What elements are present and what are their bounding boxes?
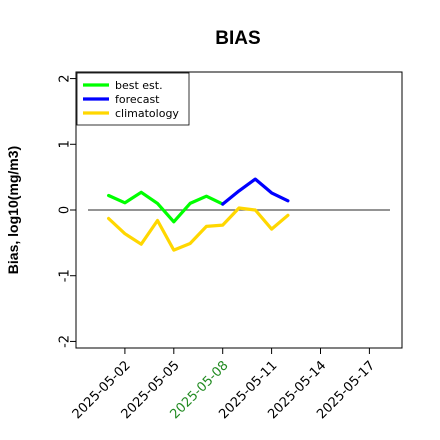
legend-label: climatology: [115, 107, 179, 120]
y-tick-label: 1: [58, 140, 73, 148]
legend-label: forecast: [115, 93, 160, 106]
y-axis-label: Bias, log10(mg/m3): [5, 146, 21, 274]
y-tick-label: -2: [58, 335, 73, 348]
legend-label: best est.: [115, 79, 163, 92]
chart-title: BIAS: [215, 28, 260, 49]
y-tick-label: 0: [58, 206, 73, 214]
series-line-best-est: [106, 190, 225, 224]
y-tick-label: 2: [58, 74, 73, 82]
y-tick-label: -1: [58, 269, 73, 282]
series-line-forecast: [221, 177, 290, 206]
series-line-climatology: [106, 206, 290, 252]
